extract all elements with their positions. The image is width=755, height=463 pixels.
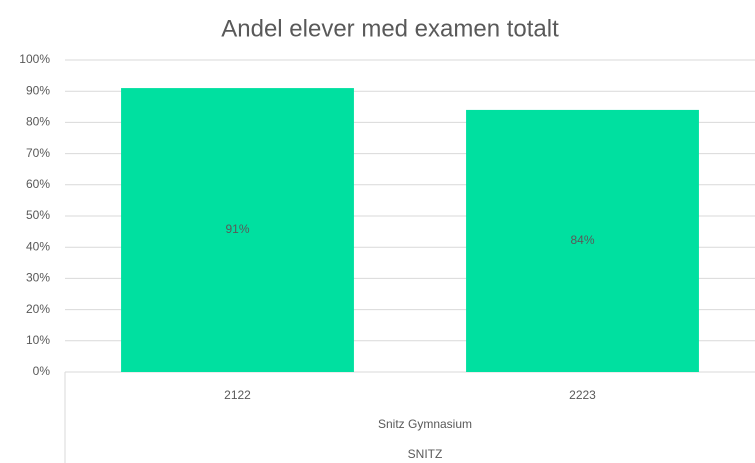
bar bbox=[121, 88, 354, 372]
y-tick-label: 40% bbox=[26, 239, 50, 253]
bar bbox=[466, 109, 699, 373]
x-tick-label: 2122 bbox=[224, 388, 251, 402]
y-tick-label: 90% bbox=[26, 83, 50, 97]
y-tick-label: 30% bbox=[26, 271, 50, 285]
y-tick-label: 50% bbox=[26, 208, 50, 222]
y-tick-label: 60% bbox=[26, 177, 50, 191]
data-label: 91% bbox=[225, 222, 249, 236]
data-label: 84% bbox=[570, 233, 594, 247]
x-tick-label: 2223 bbox=[569, 388, 596, 402]
y-tick-label: 10% bbox=[26, 333, 50, 347]
y-tick-label: 0% bbox=[33, 364, 51, 378]
chart-title: Andel elever med examen totalt bbox=[221, 15, 559, 42]
group-label: SNITZ bbox=[408, 447, 443, 461]
y-tick-label: 20% bbox=[26, 302, 50, 316]
y-tick-label: 100% bbox=[19, 52, 50, 66]
y-tick-label: 80% bbox=[26, 115, 50, 129]
group-label: Snitz Gymnasium bbox=[378, 417, 472, 431]
y-tick-label: 70% bbox=[26, 146, 50, 160]
